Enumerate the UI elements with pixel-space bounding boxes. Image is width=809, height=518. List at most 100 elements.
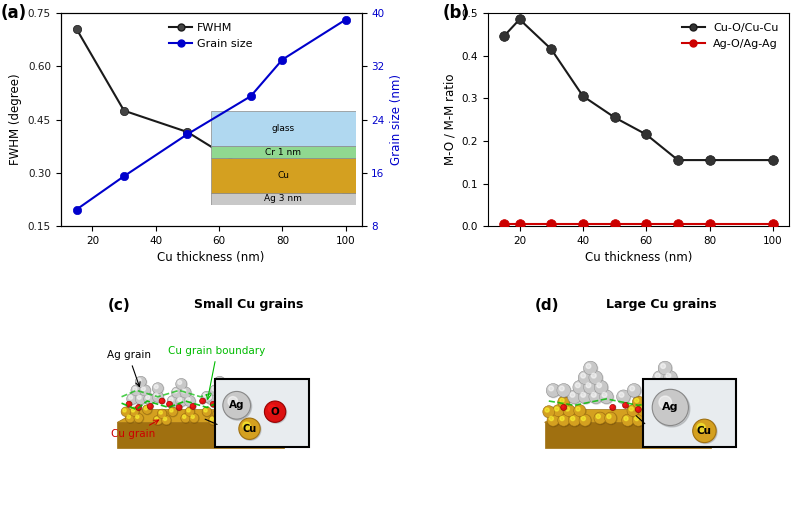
Circle shape	[167, 396, 179, 407]
Circle shape	[650, 407, 654, 411]
Circle shape	[693, 420, 717, 443]
Circle shape	[272, 393, 276, 397]
Circle shape	[222, 392, 251, 419]
Circle shape	[202, 407, 211, 416]
Polygon shape	[284, 410, 307, 448]
Circle shape	[173, 389, 177, 393]
Text: (a): (a)	[1, 5, 27, 22]
Circle shape	[648, 405, 660, 416]
Circle shape	[565, 407, 570, 411]
Text: (c): (c)	[108, 298, 130, 312]
Circle shape	[563, 405, 575, 416]
Circle shape	[126, 401, 132, 408]
Circle shape	[168, 407, 177, 416]
Circle shape	[153, 383, 163, 394]
Circle shape	[583, 361, 597, 375]
Circle shape	[259, 389, 263, 393]
Circle shape	[142, 405, 152, 414]
Circle shape	[680, 415, 692, 427]
Circle shape	[126, 401, 132, 407]
Circle shape	[578, 371, 592, 385]
Circle shape	[634, 416, 639, 421]
Circle shape	[162, 415, 171, 425]
Circle shape	[136, 415, 139, 419]
Circle shape	[240, 400, 246, 406]
Circle shape	[218, 385, 230, 396]
Text: O: O	[271, 407, 279, 416]
Circle shape	[659, 396, 671, 409]
Circle shape	[616, 390, 630, 404]
Circle shape	[693, 419, 716, 442]
Circle shape	[223, 405, 233, 414]
Circle shape	[212, 387, 216, 391]
Circle shape	[140, 385, 151, 396]
Circle shape	[143, 405, 152, 414]
Circle shape	[574, 405, 586, 416]
Circle shape	[269, 415, 277, 425]
Circle shape	[604, 412, 616, 424]
Circle shape	[255, 381, 258, 384]
Circle shape	[211, 402, 214, 405]
Circle shape	[661, 364, 666, 368]
Circle shape	[231, 404, 236, 409]
Circle shape	[162, 416, 172, 425]
Circle shape	[599, 390, 613, 404]
Circle shape	[121, 407, 130, 416]
Circle shape	[584, 381, 598, 395]
Circle shape	[579, 414, 591, 426]
Circle shape	[168, 407, 178, 417]
Circle shape	[260, 415, 269, 425]
Circle shape	[559, 386, 564, 391]
Circle shape	[257, 405, 264, 411]
Circle shape	[170, 409, 173, 412]
Circle shape	[557, 383, 570, 397]
Circle shape	[686, 406, 698, 418]
Bar	[642, 379, 736, 447]
Circle shape	[594, 412, 606, 424]
Circle shape	[153, 392, 163, 403]
Circle shape	[185, 407, 194, 416]
Circle shape	[184, 396, 196, 407]
Circle shape	[697, 408, 709, 420]
Circle shape	[589, 371, 603, 384]
Circle shape	[654, 391, 690, 427]
Circle shape	[213, 409, 222, 419]
Circle shape	[190, 404, 196, 409]
Circle shape	[569, 415, 581, 427]
Circle shape	[248, 387, 260, 398]
Circle shape	[200, 398, 205, 404]
Circle shape	[693, 416, 697, 421]
Circle shape	[659, 362, 672, 376]
Circle shape	[561, 405, 566, 410]
Circle shape	[671, 406, 683, 418]
Circle shape	[274, 405, 277, 407]
Circle shape	[573, 380, 587, 394]
Circle shape	[252, 379, 264, 390]
Circle shape	[134, 414, 144, 423]
Circle shape	[600, 391, 614, 404]
Circle shape	[258, 406, 260, 408]
Circle shape	[688, 408, 692, 412]
Circle shape	[664, 391, 678, 404]
Circle shape	[231, 416, 239, 425]
Circle shape	[137, 406, 139, 408]
Circle shape	[160, 399, 163, 401]
Circle shape	[557, 384, 571, 398]
Circle shape	[176, 405, 182, 410]
Text: (d): (d)	[535, 298, 560, 312]
Circle shape	[627, 405, 639, 416]
Circle shape	[147, 404, 154, 409]
Circle shape	[269, 405, 276, 412]
Circle shape	[690, 414, 702, 426]
Circle shape	[220, 387, 224, 391]
Circle shape	[167, 402, 170, 405]
Circle shape	[253, 396, 264, 407]
Circle shape	[610, 405, 616, 410]
Circle shape	[698, 410, 703, 414]
Circle shape	[661, 383, 666, 387]
Circle shape	[127, 393, 138, 405]
Circle shape	[243, 413, 252, 423]
Circle shape	[231, 404, 237, 410]
Circle shape	[253, 379, 264, 390]
Circle shape	[591, 373, 596, 378]
